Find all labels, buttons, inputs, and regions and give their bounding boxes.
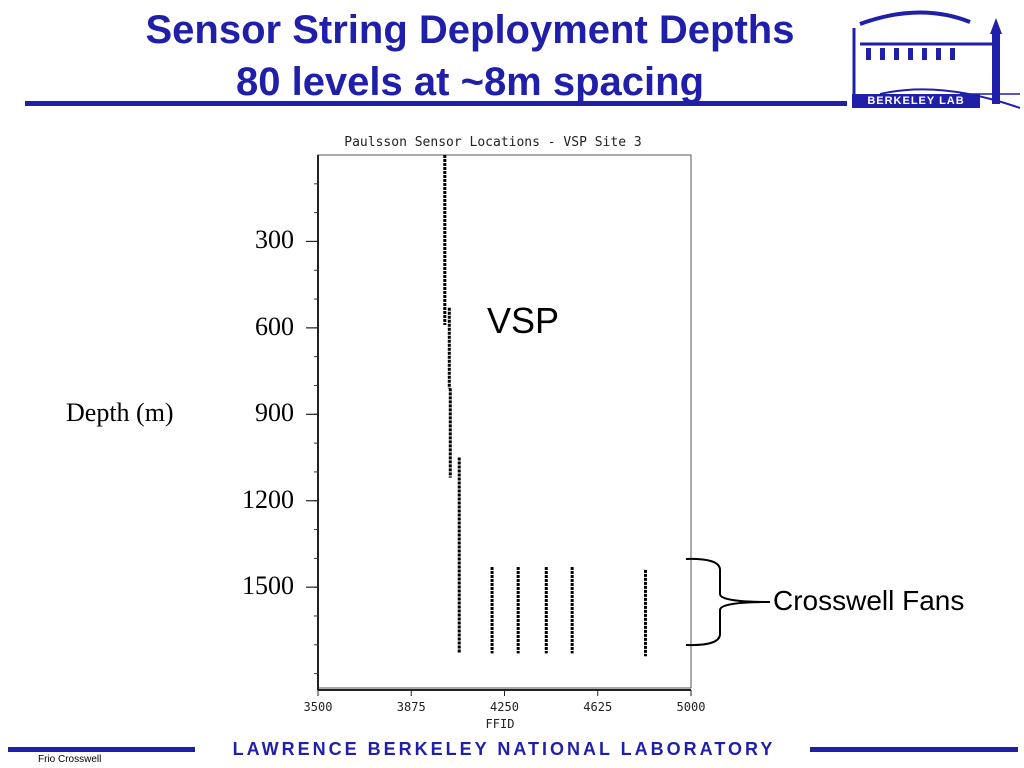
y-tick-label: 300: [255, 225, 294, 255]
logo-text: BERKELEY LAB: [852, 94, 980, 108]
slide-subtitle: 80 levels at ~8m spacing: [235, 60, 705, 104]
y-tick-label: 600: [255, 311, 294, 341]
plot-area-frame: [317, 154, 692, 689]
crosswell-brace-icon: [685, 557, 771, 647]
y-tick-label: 1500: [242, 571, 294, 601]
x-tick-label: 5000: [677, 700, 706, 714]
title-rule: [25, 101, 847, 106]
footer-rule-right: [810, 747, 1018, 752]
x-tick-label: 4625: [583, 700, 612, 714]
footer-note: Frio Crosswell: [38, 754, 102, 765]
y-tick-label: 900: [255, 398, 294, 428]
y-tick-label: 1200: [242, 484, 294, 514]
crosswell-fans-annotation: Crosswell Fans: [773, 585, 965, 616]
chart-title: Paulsson Sensor Locations - VSP Site 3: [344, 135, 641, 150]
y-axis-label: Depth (m): [66, 398, 174, 427]
x-tick-label: 4250: [490, 700, 519, 714]
footer-lab-name: LAWRENCE BERKELEY NATIONAL LABORATORY: [232, 739, 776, 759]
x-tick-label: 3500: [304, 700, 333, 714]
vsp-annotation: VSP: [487, 300, 560, 341]
slide-title: Sensor String Deployment Depths: [145, 8, 795, 52]
footer-rule-left: [8, 747, 195, 752]
berkeley-lab-logo-icon: [852, 10, 1021, 109]
x-axis-label: FFID: [486, 717, 515, 731]
x-tick-label: 3875: [397, 700, 426, 714]
